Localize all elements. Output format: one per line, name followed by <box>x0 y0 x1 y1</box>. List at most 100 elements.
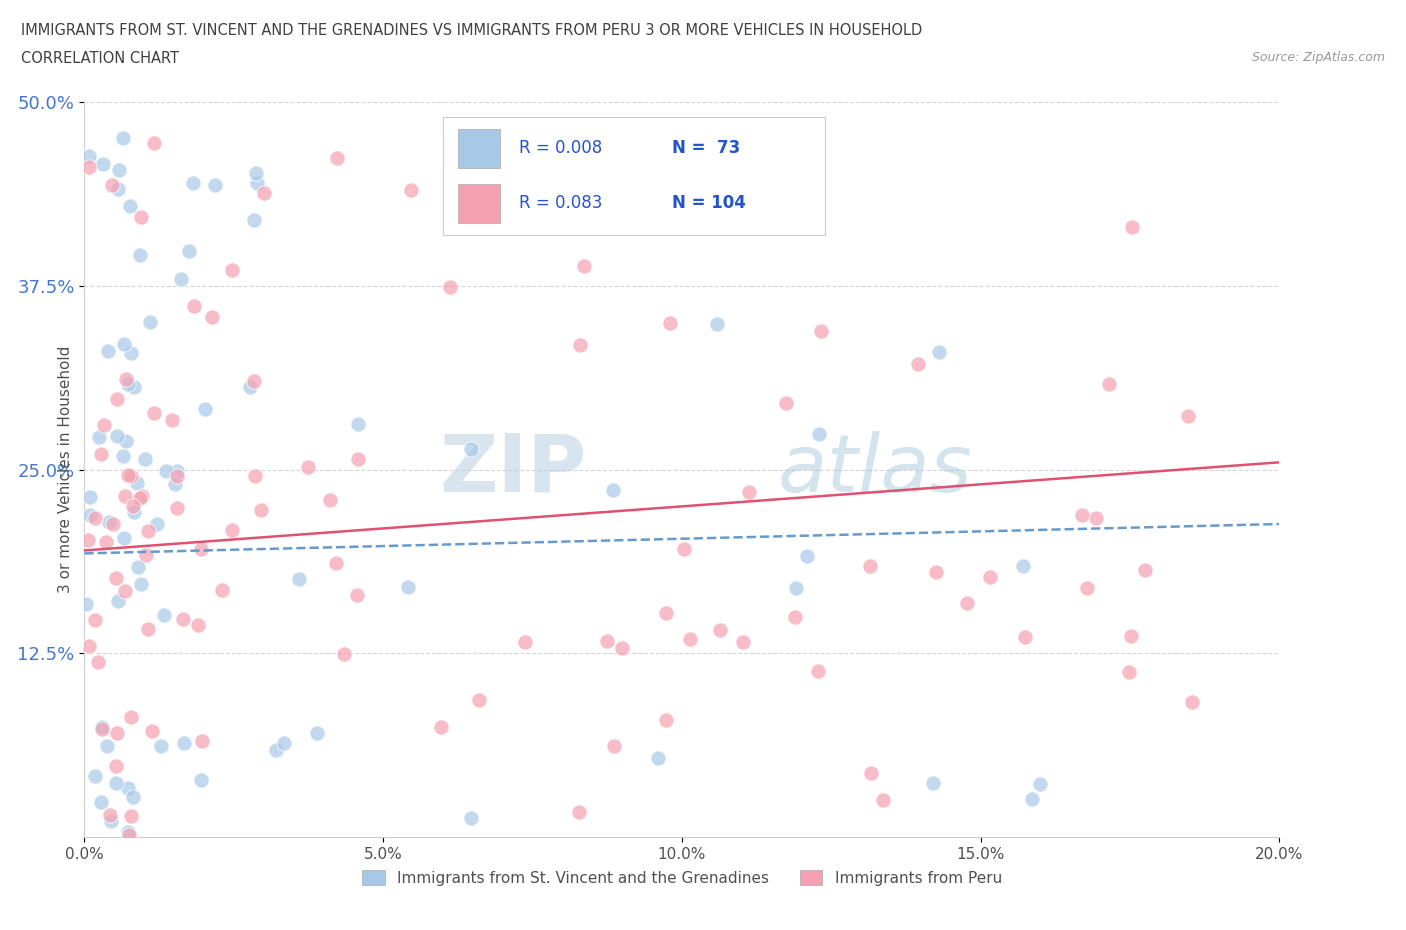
Point <box>127 560 149 575</box>
Point <box>673 541 696 556</box>
Point <box>658 315 681 330</box>
Point <box>117 781 139 796</box>
Point <box>770 184 793 199</box>
Point <box>925 565 948 579</box>
Point <box>100 814 122 829</box>
Point <box>107 162 129 177</box>
Point <box>97 515 120 530</box>
Point <box>84 612 107 627</box>
Point <box>96 344 118 359</box>
Point <box>120 468 142 483</box>
Point <box>706 316 728 331</box>
Text: Source: ZipAtlas.com: Source: ZipAtlas.com <box>1251 51 1385 64</box>
Point <box>319 493 342 508</box>
Point <box>243 213 266 228</box>
Text: CORRELATION CHART: CORRELATION CHART <box>21 51 179 66</box>
Point <box>114 433 136 448</box>
Point <box>733 634 755 649</box>
Point <box>783 610 806 625</box>
Point <box>568 338 591 352</box>
Point <box>122 379 145 394</box>
Point <box>347 452 370 467</box>
Point <box>135 548 157 563</box>
Point <box>201 310 224 325</box>
Point <box>183 299 205 313</box>
Point <box>83 768 105 783</box>
Point <box>678 631 700 646</box>
Point <box>1084 511 1107 525</box>
Point <box>98 807 121 822</box>
Point <box>79 490 101 505</box>
Text: IMMIGRANTS FROM ST. VINCENT AND THE GRENADINES VS IMMIGRANTS FROM PERU 3 OR MORE: IMMIGRANTS FROM ST. VINCENT AND THE GREN… <box>21 23 922 38</box>
Point <box>129 209 152 224</box>
Point <box>166 501 188 516</box>
Point <box>112 337 135 352</box>
Point <box>347 416 370 431</box>
Point <box>117 825 139 840</box>
Point <box>245 166 267 180</box>
Point <box>1021 791 1043 806</box>
Point <box>83 511 105 525</box>
Point <box>796 548 818 563</box>
Point <box>191 733 214 748</box>
Point <box>907 357 929 372</box>
Point <box>181 175 204 190</box>
Point <box>122 504 145 519</box>
Point <box>155 464 177 479</box>
Point <box>105 392 128 406</box>
Point <box>118 828 141 843</box>
Point <box>114 489 136 504</box>
Point <box>568 805 591 820</box>
Point <box>115 372 138 387</box>
Point <box>211 582 233 597</box>
Point <box>111 131 134 146</box>
Y-axis label: 3 or more Vehicles in Household: 3 or more Vehicles in Household <box>58 346 73 593</box>
Legend: Immigrants from St. Vincent and the Grenadines, Immigrants from Peru: Immigrants from St. Vincent and the Gren… <box>356 864 1008 892</box>
Point <box>77 638 100 653</box>
Point <box>979 569 1001 584</box>
Point <box>150 738 173 753</box>
Point <box>111 448 134 463</box>
Point <box>1029 777 1052 791</box>
Point <box>574 259 596 273</box>
Point <box>325 555 347 570</box>
Point <box>396 580 419 595</box>
Point <box>245 469 267 484</box>
Point <box>166 468 188 483</box>
Point <box>122 498 145 513</box>
Point <box>152 607 174 622</box>
Point <box>655 712 678 727</box>
Point <box>117 377 139 392</box>
Point <box>1011 558 1033 573</box>
Point <box>1177 408 1199 423</box>
Point <box>239 379 262 394</box>
Point <box>79 507 101 522</box>
Point <box>785 581 807 596</box>
Point <box>1118 664 1140 679</box>
Point <box>655 605 678 620</box>
Point <box>129 491 152 506</box>
Point <box>107 594 129 609</box>
Point <box>172 612 194 627</box>
Point <box>120 710 142 724</box>
Point <box>121 790 143 804</box>
Point <box>647 751 669 765</box>
Point <box>87 430 110 445</box>
Point <box>326 151 349 166</box>
Point <box>468 202 491 217</box>
Point <box>1181 695 1204 710</box>
Point <box>128 248 150 263</box>
Point <box>468 693 491 708</box>
Point <box>709 623 731 638</box>
Point <box>221 262 243 277</box>
Point <box>807 664 830 679</box>
Point <box>775 395 797 410</box>
Point <box>141 724 163 738</box>
Point <box>165 477 187 492</box>
Point <box>1121 219 1143 234</box>
Point <box>1119 629 1142 644</box>
Point <box>505 215 527 230</box>
Point <box>77 148 100 163</box>
Point <box>346 588 368 603</box>
Point <box>204 178 226 193</box>
